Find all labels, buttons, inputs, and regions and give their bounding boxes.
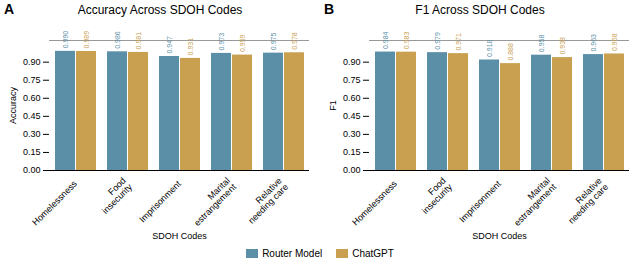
svg-text:0.984: 0.984 [382,31,389,49]
svg-text:0.918: 0.918 [486,39,493,57]
svg-text:0.90: 0.90 [23,57,41,67]
svg-text:0.971: 0.971 [455,33,462,51]
svg-text:0.00: 0.00 [343,165,361,175]
svg-text:0.00: 0.00 [23,165,41,175]
svg-text:0.973: 0.973 [218,33,225,51]
svg-text:0.975: 0.975 [270,33,277,51]
svg-text:0.75: 0.75 [23,75,41,85]
svg-text:Homelessness: Homelessness [350,178,399,227]
svg-text:Imprisonment: Imprisonment [137,178,183,224]
svg-text:0.931: 0.931 [187,38,194,56]
svg-text:Imprisonment: Imprisonment [457,178,503,224]
svg-text:0.983: 0.983 [403,32,410,50]
svg-text:0.75: 0.75 [343,75,361,85]
svg-text:0.15: 0.15 [23,147,41,157]
svg-text:SDOH Codes: SDOH Codes [152,231,207,241]
svg-text:0.938: 0.938 [559,37,566,55]
html-text:Router Model: Router Model [262,247,323,259]
svg-text:0.990: 0.990 [62,31,69,49]
svg-text:0.986: 0.986 [114,31,121,49]
svg-text:0.968: 0.968 [611,33,618,51]
svg-text:Foodinsecurity: Foodinsecurity [94,175,135,216]
svg-text:0.981: 0.981 [135,32,142,50]
svg-text:F1: F1 [328,100,338,111]
svg-text:0.989: 0.989 [83,31,90,49]
svg-text:Accuracy: Accuracy [8,86,18,124]
svg-text:0.30: 0.30 [23,129,41,139]
svg-text:0.90: 0.90 [343,57,361,67]
svg-text:0.959: 0.959 [239,34,246,52]
svg-text:0.888: 0.888 [507,43,514,61]
html-text:F1 Across SDOH Codes: F1 Across SDOH Codes [415,3,545,17]
svg-text:Foodinsecurity: Foodinsecurity [414,175,455,216]
svg-text:0.958: 0.958 [538,35,545,53]
html-text:A: A [4,1,15,17]
svg-text:0.45: 0.45 [343,111,361,121]
svg-text:Homelessness: Homelessness [30,178,79,227]
html-text:ChatGPT: ChatGPT [352,247,394,259]
html-text:Accuracy Across SDOH Codes: Accuracy Across SDOH Codes [77,3,243,17]
svg-text:Relativeneeding care: Relativeneeding care [560,176,610,226]
svg-text:Relativeneeding care: Relativeneeding care [240,176,290,226]
svg-text:0.15: 0.15 [343,147,361,157]
svg-text:0.963: 0.963 [590,34,597,52]
svg-text:0.60: 0.60 [23,93,41,103]
html-text:B: B [324,1,335,17]
svg-text:0.947: 0.947 [166,36,173,54]
svg-text:0.60: 0.60 [343,93,361,103]
svg-text:0.979: 0.979 [434,32,441,50]
svg-text:0.978: 0.978 [291,32,298,50]
svg-text:SDOH Codes: SDOH Codes [472,231,527,241]
svg-text:Maritalestrangement: Maritalestrangement [186,175,239,228]
svg-text:Maritalestrangement: Maritalestrangement [506,175,559,228]
svg-text:0.45: 0.45 [23,111,41,121]
svg-text:0.30: 0.30 [343,129,361,139]
